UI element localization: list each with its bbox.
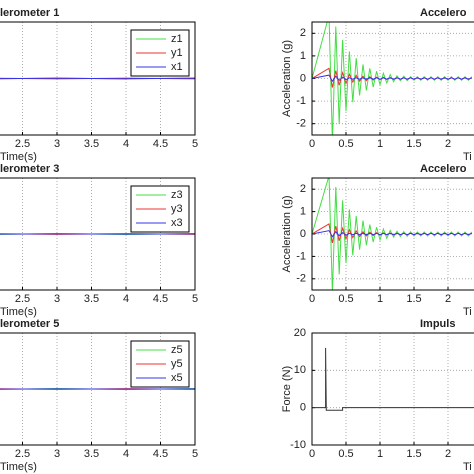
y-tick-label: -2 (296, 118, 306, 130)
legend-label: z5 (171, 344, 183, 356)
plot-area (312, 22, 473, 135)
legend-label: z1 (171, 33, 183, 45)
plot-area (312, 178, 473, 290)
y-tick-label: -1 (296, 95, 306, 107)
panel: 2.5 3 3.5 4 4.5 5 lerometer 1 Time(s) z1 y1 x1 (0, 7, 198, 163)
x-tick-label: 4 (123, 293, 129, 305)
x-tick-label: 1 (377, 448, 383, 460)
plot-area (0, 77, 195, 80)
panel-title: lerometer 5 (0, 318, 59, 330)
panel-title: Impuls (420, 318, 455, 330)
data-line (312, 347, 474, 411)
y-tick-label: 1 (300, 50, 306, 62)
plot-area (312, 347, 474, 411)
x-tick-label: 1.5 (406, 293, 421, 305)
legend-label: y3 (171, 203, 183, 215)
panel-title: lerometer 3 (0, 163, 59, 175)
x-tick-label: 3 (54, 138, 60, 150)
x-tick-label: 5 (192, 293, 198, 305)
x-tick-label: 0.5 (338, 448, 353, 460)
panel: 2.5 3 3.5 4 4.5 5 lerometer 3 Time(s) z3 y3 x3 (0, 163, 198, 318)
x-tick-label: 4.5 (153, 138, 168, 150)
x-tick-label: 0 (309, 138, 315, 150)
x-tick-label: 3.5 (84, 448, 99, 460)
x-tick-label: 3.5 (84, 293, 99, 305)
panel: 0 0.5 1 1.5 2 -2 -1 0 1 2 Accelero Ti Acceleration (… (281, 7, 474, 163)
panel-title: Accelero (420, 7, 467, 19)
x-tick-label: 0.5 (338, 293, 353, 305)
x-tick-label: 2.5 (15, 138, 30, 150)
y-tick-label: 0 (300, 228, 306, 240)
x-tick-label: 3 (54, 293, 60, 305)
y-axis-label: Acceleration (g) (281, 195, 293, 272)
y-tick-label: -10 (290, 439, 306, 451)
panel: 0 0.5 1 1.5 2 -2 -1 0 1 2 Accelero Ti Acceleration (… (281, 163, 474, 318)
x-tick-label: 0 (309, 448, 315, 460)
x-axis-label: Time(s) (0, 461, 37, 473)
x-tick-label: 4.5 (153, 448, 168, 460)
x-axis-label: Ti (463, 151, 472, 163)
x-tick-label: 1 (377, 293, 383, 305)
y-tick-label: 0 (300, 72, 306, 84)
x-tick-label: 2 (445, 293, 451, 305)
legend-label: x5 (171, 372, 183, 384)
y-tick-label: 20 (294, 327, 306, 339)
legend-label: z3 (171, 189, 183, 201)
x-axis-label: Ti (463, 461, 472, 473)
plot-area (0, 232, 195, 236)
data-line (312, 230, 472, 238)
y-tick-label: 10 (294, 364, 306, 376)
plot-area (0, 387, 195, 391)
x-tick-label: 0 (309, 293, 315, 305)
axes-box (311, 177, 474, 291)
axes-box (0, 332, 196, 446)
data-line (312, 74, 472, 83)
y-tick-label: 0 (300, 402, 306, 414)
x-tick-label: 2.5 (15, 448, 30, 460)
axes-box (311, 21, 474, 136)
data-line (312, 67, 472, 88)
legend: z3 y3 x3 (130, 185, 190, 233)
x-tick-label: 3.5 (84, 138, 99, 150)
legend-label: x3 (171, 217, 183, 229)
x-tick-label: 1 (377, 138, 383, 150)
y-tick-label: 2 (300, 27, 306, 39)
panel-title: lerometer 1 (0, 7, 59, 19)
x-tick-label: 4.5 (153, 293, 168, 305)
x-axis-label: Time(s) (0, 306, 37, 318)
legend-label: x1 (171, 61, 183, 73)
y-tick-label: -1 (296, 250, 306, 262)
x-tick-label: 3 (54, 448, 60, 460)
x-tick-label: 4 (123, 448, 129, 460)
x-tick-label: 2 (445, 138, 451, 150)
y-tick-label: 1 (300, 206, 306, 218)
legend-label: y5 (171, 358, 183, 370)
panel-title: Accelero (420, 163, 467, 175)
y-axis-label: Acceleration (g) (281, 40, 293, 117)
axes-box (0, 21, 196, 136)
x-tick-label: 5 (192, 448, 198, 460)
legend: z5 y5 x5 (130, 340, 190, 388)
y-tick-label: 2 (300, 183, 306, 195)
x-tick-label: 2 (445, 448, 451, 460)
legend-label: y1 (171, 47, 183, 59)
x-tick-label: 1.5 (406, 138, 421, 150)
axes-box (0, 177, 196, 291)
x-axis-label: Time(s) (0, 151, 37, 163)
x-axis-label: Ti (463, 306, 472, 318)
panel: 2.5 3 3.5 4 4.5 5 lerometer 5 Time(s) z5 y5 x5 (0, 318, 198, 473)
x-tick-label: 4 (123, 138, 129, 150)
legend: z1 y1 x1 (130, 29, 190, 77)
axes-box (311, 332, 474, 446)
y-axis-label: Force (N) (281, 366, 293, 412)
x-tick-label: 0.5 (338, 138, 353, 150)
x-tick-label: 2.5 (15, 293, 30, 305)
y-tick-label: -2 (296, 273, 306, 285)
x-tick-label: 5 (192, 138, 198, 150)
x-tick-label: 1.5 (406, 448, 421, 460)
